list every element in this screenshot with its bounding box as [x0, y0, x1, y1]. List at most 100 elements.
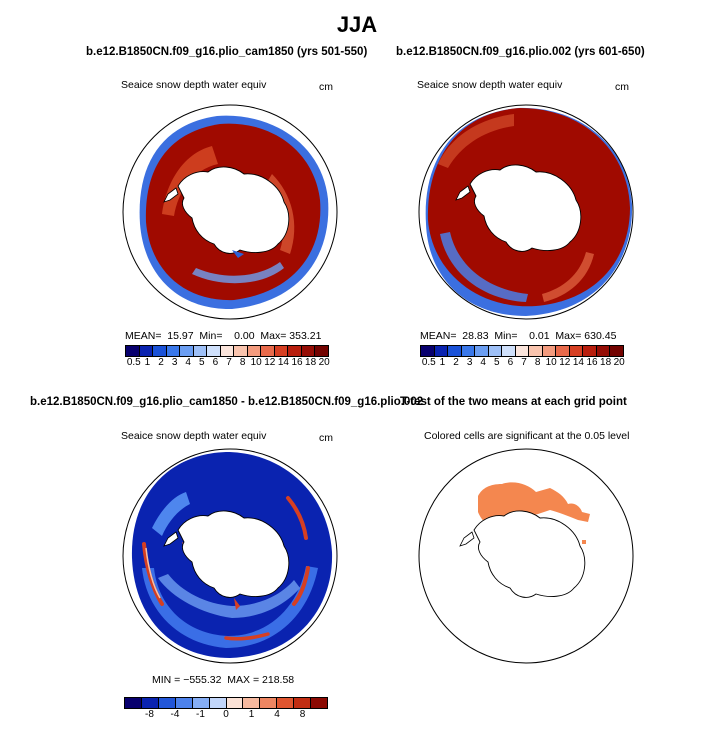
panel1-colorbar-tick-label: 4	[185, 357, 191, 368]
panel1-colorbar-tick-label: 14	[277, 357, 289, 368]
panel2-colorbar-swatch	[434, 346, 449, 356]
panel2-stats: MEAN= 28.83 Min= 0.01 Max= 630.45	[420, 330, 617, 342]
panel1-colorbar-swatch	[288, 346, 302, 356]
panel2-colorbar-swatch	[515, 346, 530, 356]
panel2-colorbar-tick-label: 8	[534, 357, 541, 368]
panel1-colorbar-tick-label: 20	[318, 357, 330, 368]
panel1-title: b.e12.B1850CN.f09_g16.plio_cam1850 (yrs …	[86, 46, 368, 58]
panel3-colorbar-swatch	[192, 698, 210, 708]
panel2-colorbar-tick-label: 16	[586, 357, 598, 368]
panel1-units-label: cm	[319, 81, 333, 93]
panel3-antarctica	[177, 510, 290, 598]
panel2-colorbar-swatch	[569, 346, 584, 356]
panel1-colorbar-tick-label: 18	[305, 357, 317, 368]
panel3-colorbar-swatch	[175, 698, 193, 708]
panel1-colorbar-tick-label: 2	[158, 357, 164, 368]
panel2-colorbar-tick-label: 5	[494, 357, 500, 368]
panel2-colorbar-swatch	[475, 346, 489, 356]
panel2-colorbar-swatch	[529, 346, 543, 356]
panel1-colorbar-tick-label: 12	[264, 357, 276, 368]
panel2-colorbar-swatch	[421, 346, 435, 356]
panel2-colorbar-swatch	[502, 346, 516, 356]
panel2-colorbar-tick-label: 4	[480, 357, 486, 368]
panel3-colorbar-swatch	[260, 698, 278, 708]
panel1-colorbar-swatch	[301, 346, 316, 356]
panel1-colorbar-tick-label: 7	[226, 357, 232, 368]
panel2-colorbar-labels: 0.5 1 2 3 4 5 6 7 8 10 12 14 16 18 20	[420, 357, 625, 371]
panel3-colorbar-swatch	[125, 698, 142, 708]
panel1-map	[122, 104, 338, 320]
panel1-colorbar-swatch	[153, 346, 167, 356]
panel1-colorbar-swatch	[180, 346, 194, 356]
panel1-colorbar-tick-label: 6	[212, 357, 219, 368]
panel1-colorbar-swatch	[207, 346, 221, 356]
panel2-colorbar-tick-label: 14	[572, 357, 584, 368]
panel2-colorbar-swatch	[583, 346, 597, 356]
panel3-colorbar-tick-label: 1	[248, 709, 255, 720]
panel2-colorbar-tick-label: 1	[439, 357, 446, 368]
panel3-colorbar-swatch	[243, 698, 261, 708]
panel2-colorbar-swatch	[596, 346, 611, 356]
panel1-colorbar-tick-label: 5	[199, 357, 205, 368]
panel1-colorbar-swatch	[126, 346, 140, 356]
panel2-colorbar-tick-label: 12	[559, 357, 571, 368]
panel2-colorbar: 0.5 1 2 3 4 5 6 7 8 10 12 14 16 18 20	[420, 345, 625, 371]
panel2-colorbar-tick-label: 18	[600, 357, 612, 368]
figure-title: JJA	[336, 12, 378, 37]
panel3-colorbar-tick-label: -4	[170, 709, 180, 720]
panel2-colorbar-swatch	[461, 346, 476, 356]
panel1-colorbar-swatch	[261, 346, 275, 356]
panel2-colorbar-tick-label: 7	[521, 357, 527, 368]
panel2-colorbar-tick-label: 2	[453, 357, 459, 368]
panel1-colorbar-swatch	[315, 346, 328, 356]
panel3-colorbar-swatch	[294, 698, 312, 708]
panel2-colorbar-swatch	[488, 346, 503, 356]
panel3-colorbar-labels: -8 -4 -1 0 1 4 8	[124, 709, 328, 723]
panel1-colorbar-tick-label: 8	[239, 357, 246, 368]
panel2-title: b.e12.B1850CN.f09_g16.plio.002 (yrs 601-…	[396, 46, 645, 58]
panel4-title: T-test of the two means at each grid poi…	[400, 396, 627, 408]
panel2-colorbar-tick-label: 20	[613, 357, 625, 368]
panel3-colorbar-swatch	[277, 698, 295, 708]
panel3-units-label: cm	[319, 432, 333, 444]
panel3-colorbar-swatches	[124, 697, 328, 709]
panel1-colorbar-tick-label: 3	[171, 357, 178, 368]
panel1-colorbar-swatch	[139, 346, 154, 356]
panel1-colorbar-swatch	[193, 346, 208, 356]
panel1-colorbar-tick-label: 0.5	[126, 357, 141, 368]
panel1-antarctica	[177, 166, 290, 254]
panel3-stats: MIN = −555.32 MAX = 218.58	[152, 674, 295, 686]
panel1-colorbar-swatches	[125, 345, 329, 357]
panel2-colorbar-swatch	[556, 346, 570, 356]
panel2-colorbar-swatch	[610, 346, 623, 356]
panel1-colorbar-swatch	[234, 346, 248, 356]
panel2-map	[418, 104, 634, 320]
panel1-variable-label: Seaice snow depth water equiv	[121, 79, 267, 91]
panel1-colorbar-swatch	[166, 346, 181, 356]
panel2-colorbar-tick-label: 6	[507, 357, 514, 368]
panel3-colorbar-tick-label: -1	[196, 709, 205, 720]
panel4-map	[418, 448, 634, 664]
panel2-colorbar-swatch	[448, 346, 462, 356]
panel3-colorbar-swatch	[226, 698, 244, 708]
panel4-subtitle: Colored cells are significant at the 0.0…	[424, 430, 630, 442]
panel1-colorbar-tick-label: 16	[291, 357, 303, 368]
panel3-colorbar-swatch	[158, 698, 176, 708]
panel1-colorbar-labels: 0.5 1 2 3 4 5 6 7 8 10 12 14 16 18 20	[125, 357, 330, 371]
panel1-colorbar-swatch	[247, 346, 262, 356]
panel2-antarctica	[469, 164, 582, 252]
panel2-colorbar-swatches	[420, 345, 624, 357]
panel3-map	[122, 448, 338, 664]
panel2-units-label: cm	[615, 81, 629, 93]
panel3-title: b.e12.B1850CN.f09_g16.plio_cam1850 - b.e…	[30, 396, 424, 408]
panel3-colorbar-swatch	[209, 698, 227, 708]
panel3-variable-label: Seaice snow depth water equiv	[121, 430, 267, 442]
panel3-colorbar-tick-label: -8	[145, 709, 154, 720]
panel2-colorbar-swatch	[542, 346, 557, 356]
panel1-colorbar: 0.5 1 2 3 4 5 6 7 8 10 12 14 16 18 20	[125, 345, 330, 371]
panel2-colorbar-tick-label: 3	[466, 357, 473, 368]
panel2-variable-label: Seaice snow depth water equiv	[417, 79, 563, 91]
panel1-stats: MEAN= 15.97 Min= 0.00 Max= 353.21	[125, 330, 322, 342]
panel3-colorbar-tick-label: 4	[274, 709, 280, 720]
panel3-colorbar-swatch	[141, 698, 159, 708]
